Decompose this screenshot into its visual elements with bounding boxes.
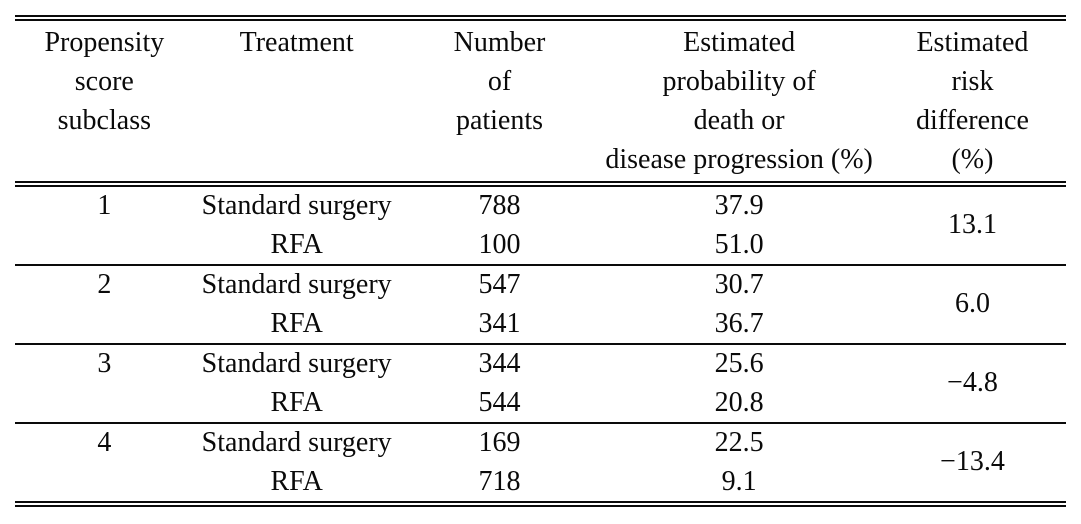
treatment-cell: RFA — [270, 386, 323, 418]
subclass-cell: 4 — [97, 427, 112, 458]
risk-difference-cell: −4.8 — [947, 367, 998, 399]
treatment-cell: RFA — [270, 307, 323, 339]
header-line: of — [487, 66, 512, 97]
header-line: patients — [455, 105, 544, 136]
risk-difference-cell: 13.1 — [947, 209, 997, 241]
propensity-score-table: Propensity score subclass Treatment Numb… — [15, 15, 1066, 507]
subclass-group-2: 2 Standard surgery 547 30.7 6.0 RFA 341 … — [15, 265, 1066, 344]
table-row: RFA 341 36.7 — [15, 305, 1066, 345]
patients-cell: 100 — [478, 228, 521, 260]
table-row: RFA 100 51.0 — [15, 226, 1066, 266]
header-line: death or — [693, 105, 785, 136]
header-row: Propensity score subclass Treatment Numb… — [15, 18, 1066, 184]
header-line: (%) — [951, 144, 994, 175]
treatment-cell: RFA — [270, 228, 323, 260]
table-row: 2 Standard surgery 547 30.7 6.0 — [15, 265, 1066, 319]
header-line: Number — [453, 27, 546, 58]
risk-difference-cell: −13.4 — [940, 446, 1005, 478]
subclass-cell: 1 — [97, 190, 112, 221]
table-row: RFA 718 9.1 — [15, 463, 1066, 505]
subclass-group-3: 3 Standard surgery 344 25.6 −4.8 RFA 544… — [15, 344, 1066, 423]
probability-cell: 36.7 — [714, 307, 764, 339]
probability-cell: 20.8 — [714, 386, 764, 418]
table-row: 1 Standard surgery 788 37.9 13.1 — [15, 184, 1066, 240]
probability-cell: 37.9 — [714, 190, 764, 221]
paper-table-region: Propensity score subclass Treatment Numb… — [15, 15, 1066, 507]
header-line: Estimated — [916, 27, 1029, 58]
header-line: disease progression (%) — [605, 144, 873, 175]
risk-difference-cell: 6.0 — [954, 288, 990, 320]
header-line: Estimated — [683, 27, 796, 58]
header-line: score — [74, 66, 134, 97]
treatment-cell: Standard surgery — [201, 190, 392, 221]
col-header-propensity-score-subclass: Propensity score subclass — [15, 18, 194, 184]
col-header-estimated-risk-difference: Estimated risk difference (%) — [879, 18, 1066, 184]
col-header-treatment: Treatment — [194, 18, 400, 184]
patients-cell: 718 — [478, 465, 521, 497]
subclass-cell: 2 — [97, 269, 112, 300]
patients-cell: 547 — [478, 269, 521, 300]
subclass-group-1: 1 Standard surgery 788 37.9 13.1 RFA 100… — [15, 184, 1066, 265]
col-header-number-of-patients: Number of patients — [400, 18, 600, 184]
table-row: 3 Standard surgery 344 25.6 −4.8 — [15, 344, 1066, 398]
probability-cell: 51.0 — [714, 228, 764, 260]
table-row: RFA 544 20.8 — [15, 384, 1066, 424]
table-header: Propensity score subclass Treatment Numb… — [15, 18, 1066, 184]
col-header-estimated-probability: Estimated probability of death or diseas… — [599, 18, 879, 184]
treatment-cell: RFA — [270, 465, 323, 497]
header-line: difference — [915, 105, 1029, 136]
probability-cell: 30.7 — [714, 269, 764, 300]
table-row: 4 Standard surgery 169 22.5 −13.4 — [15, 423, 1066, 477]
patients-cell: 788 — [478, 190, 521, 221]
treatment-cell: Standard surgery — [201, 348, 392, 379]
subclass-cell: 3 — [97, 348, 112, 379]
patients-cell: 344 — [478, 348, 521, 379]
probability-cell: 9.1 — [721, 465, 757, 497]
header-line: probability of — [662, 66, 816, 97]
header-line: risk — [951, 66, 994, 97]
header-line: subclass — [57, 105, 151, 136]
probability-cell: 25.6 — [714, 348, 764, 379]
patients-cell: 341 — [478, 307, 521, 339]
treatment-cell: Standard surgery — [201, 269, 392, 300]
treatment-cell: Standard surgery — [201, 427, 392, 458]
patients-cell: 544 — [478, 386, 521, 418]
probability-cell: 22.5 — [714, 427, 764, 458]
subclass-group-4: 4 Standard surgery 169 22.5 −13.4 RFA 71… — [15, 423, 1066, 504]
header-line: Treatment — [239, 27, 354, 58]
patients-cell: 169 — [478, 427, 521, 458]
header-line: Propensity — [44, 27, 165, 58]
